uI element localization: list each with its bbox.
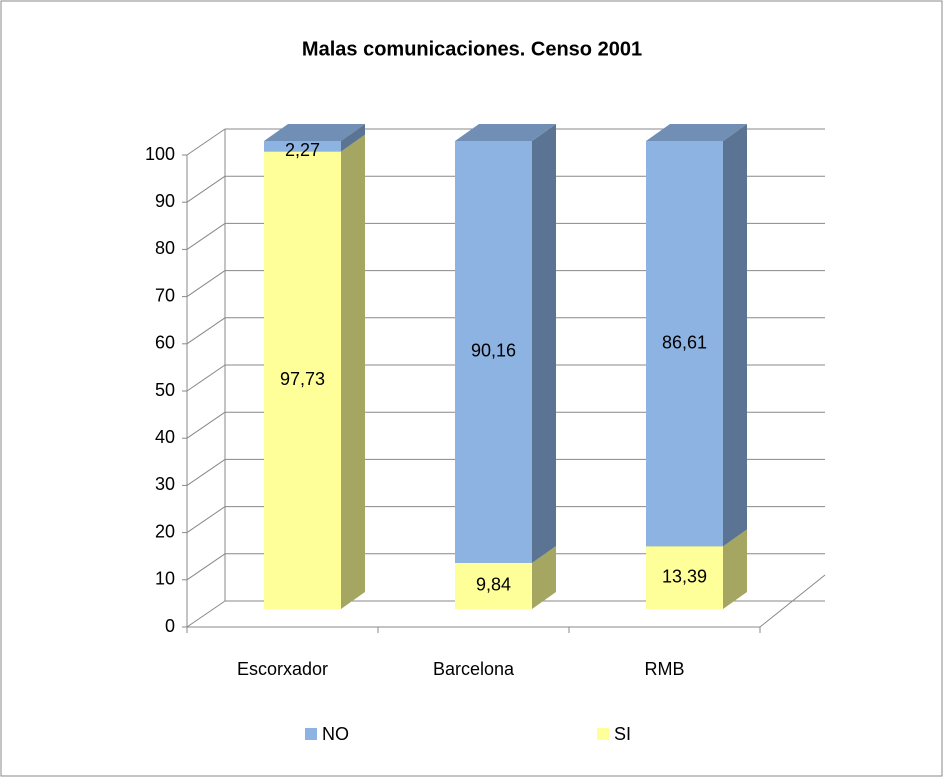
x-tick-label: RMB <box>645 659 685 679</box>
chart-title: Malas comunicaciones. Censo 2001 <box>302 38 642 60</box>
bar-side <box>341 134 365 609</box>
x-tick-label: Escorxador <box>237 659 328 679</box>
legend-label: NO <box>322 724 349 744</box>
legend-swatch <box>597 728 609 740</box>
bar-side <box>723 529 747 609</box>
data-label: 90,16 <box>471 341 516 361</box>
grid-line <box>186 128 226 156</box>
y-tick-label: 0 <box>165 616 175 636</box>
data-label: 86,61 <box>662 332 707 352</box>
y-tick-label: 10 <box>155 569 175 589</box>
x-tick-label: Barcelona <box>433 659 515 679</box>
bar-segment <box>455 141 532 563</box>
grid-line <box>186 458 226 486</box>
bar-segment <box>455 562 532 609</box>
bar-side <box>723 124 747 547</box>
bar-top <box>264 124 365 141</box>
bar-segment <box>264 141 341 152</box>
grid-line <box>186 175 226 203</box>
y-tick-label: 50 <box>155 380 175 400</box>
y-tick-label: 60 <box>155 333 175 353</box>
y-tick-label: 30 <box>155 474 175 494</box>
grid-line <box>186 270 226 298</box>
grid-line <box>186 411 226 439</box>
grid-line <box>186 600 226 628</box>
grid-line <box>186 364 226 392</box>
y-tick-label: 20 <box>155 521 175 541</box>
data-label: 13,39 <box>662 566 707 586</box>
y-tick-label: 40 <box>155 427 175 447</box>
bar-segment <box>646 546 723 609</box>
y-tick-label: 70 <box>155 285 175 305</box>
y-tick-label: 90 <box>155 191 175 211</box>
data-label: 97,73 <box>280 369 325 389</box>
data-label: 9,84 <box>476 575 511 595</box>
legend-swatch <box>305 728 317 740</box>
grid-line <box>186 506 226 534</box>
bar-top <box>455 124 556 141</box>
legend-label: SI <box>614 724 631 744</box>
bar-segment <box>264 151 341 609</box>
grid-line <box>186 222 226 250</box>
y-tick-label: 100 <box>145 144 175 164</box>
grid-line <box>186 317 226 345</box>
bar-segment <box>646 141 723 547</box>
bar-side <box>532 124 556 563</box>
grid-line <box>186 553 226 581</box>
data-label: 2,27 <box>285 140 320 160</box>
bar-side <box>532 545 556 609</box>
y-tick-label: 80 <box>155 238 175 258</box>
bar-top <box>646 124 747 141</box>
bar-side <box>341 124 365 152</box>
